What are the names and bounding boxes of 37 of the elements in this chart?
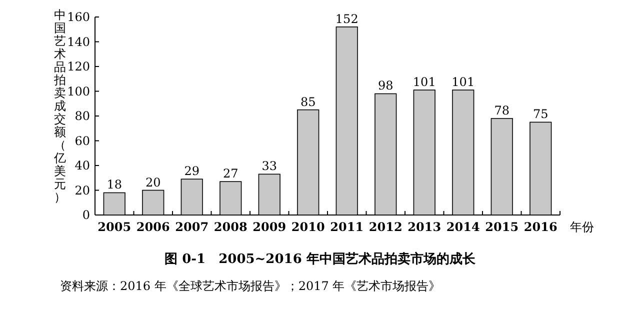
data-label: 98 [378,78,394,93]
text: 中国艺术品拍卖成交额（亿美元） [54,8,66,204]
x-tick-label: 2011 [330,220,364,234]
x-tick-label: 2012 [368,220,402,234]
y-tick-label: 20 [74,183,90,198]
text: 资料来源：2016 年《全球艺术市场报告》；2017 年《艺术市场报告》 [60,278,442,295]
y-tick-label: 40 [74,158,90,172]
x-tick-label: 2014 [446,220,480,234]
x-tick-label: 2009 [252,220,286,234]
x-tick-label: 2010 [291,220,325,234]
data-label: 18 [106,178,122,192]
x-tick-label: 2008 [214,220,248,234]
y-tick-label: 60 [74,134,90,148]
data-label: 101 [452,75,475,90]
text: 图 0-1 2005~2016 年中国艺术品拍卖市场的成长 [164,250,476,268]
x-tick-label: 2007 [175,220,209,234]
data-label: 78 [494,103,510,118]
y-tick-label: 0 [82,208,90,222]
x-tick-label: 2016 [524,220,558,234]
data-label: 29 [184,164,200,178]
y-tick-label: 120 [67,60,90,74]
x-tick-label: 2013 [408,220,442,234]
y-tick-label: 100 [67,84,90,98]
data-label: 20 [145,175,161,190]
data-label: 27 [222,166,238,181]
data-label: 152 [335,12,358,26]
data-label: 101 [412,75,436,90]
x-axis-title: 年份 [570,220,594,234]
y-tick-label: 140 [67,34,90,49]
y-tick-label: 80 [74,109,90,123]
x-tick-label: 2015 [485,220,519,234]
x-tick-label: 2006 [136,220,170,234]
data-label: 33 [262,159,278,174]
data-label: 85 [300,94,316,109]
data-label: 75 [532,107,548,122]
x-tick-label: 2005 [98,220,132,234]
y-tick-label: 160 [67,10,90,24]
